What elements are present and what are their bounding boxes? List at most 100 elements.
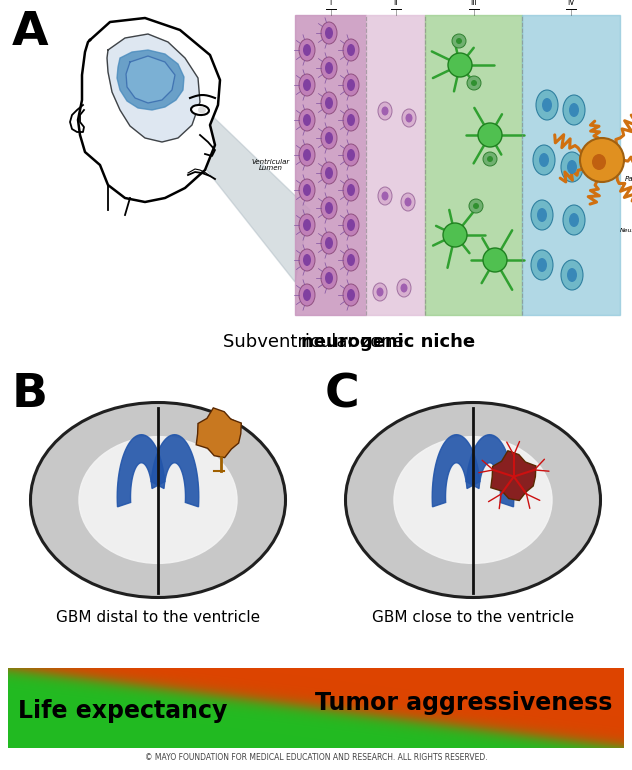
Polygon shape [175, 80, 310, 282]
Ellipse shape [321, 92, 337, 114]
Circle shape [487, 156, 493, 162]
Ellipse shape [567, 160, 577, 174]
Text: Life expectancy: Life expectancy [18, 699, 228, 723]
Ellipse shape [299, 109, 315, 131]
Circle shape [580, 138, 624, 182]
Ellipse shape [346, 403, 600, 598]
Ellipse shape [343, 109, 359, 131]
Polygon shape [466, 435, 514, 507]
Ellipse shape [325, 97, 333, 109]
Ellipse shape [343, 214, 359, 236]
Ellipse shape [43, 412, 273, 588]
Polygon shape [117, 435, 165, 507]
Ellipse shape [343, 39, 359, 61]
Text: Subventricular zone: Subventricular zone [223, 333, 409, 351]
Text: C: C [325, 372, 360, 417]
Ellipse shape [422, 461, 524, 539]
Ellipse shape [343, 144, 359, 166]
Circle shape [478, 123, 502, 147]
Text: neurogenic niche: neurogenic niche [301, 333, 475, 351]
Ellipse shape [347, 254, 355, 266]
Text: A: A [12, 10, 49, 55]
Ellipse shape [347, 219, 355, 231]
Text: Neuron: Neuron [620, 227, 632, 233]
Polygon shape [295, 15, 366, 315]
Ellipse shape [382, 192, 389, 200]
Text: Tumor aggressiveness: Tumor aggressiveness [315, 691, 612, 715]
Ellipse shape [299, 179, 315, 201]
Ellipse shape [561, 152, 583, 182]
Ellipse shape [378, 187, 392, 205]
Circle shape [473, 203, 479, 209]
Ellipse shape [325, 202, 333, 214]
Ellipse shape [401, 193, 415, 211]
Ellipse shape [325, 237, 333, 249]
Ellipse shape [533, 145, 555, 175]
Ellipse shape [325, 272, 333, 284]
Text: II: II [393, 0, 398, 7]
Ellipse shape [303, 254, 311, 266]
Polygon shape [151, 435, 199, 507]
Text: IV: IV [568, 0, 574, 7]
Ellipse shape [531, 200, 553, 230]
Ellipse shape [321, 197, 337, 219]
Ellipse shape [299, 249, 315, 271]
Ellipse shape [347, 289, 355, 301]
Ellipse shape [321, 162, 337, 184]
Circle shape [448, 53, 472, 77]
Ellipse shape [536, 90, 558, 120]
Ellipse shape [396, 441, 549, 558]
Ellipse shape [537, 208, 547, 222]
Ellipse shape [347, 79, 355, 91]
Ellipse shape [107, 461, 209, 539]
Polygon shape [107, 34, 200, 142]
Text: GBM close to the ventricle: GBM close to the ventricle [372, 610, 574, 624]
Ellipse shape [406, 113, 413, 122]
Circle shape [456, 38, 462, 44]
Polygon shape [522, 15, 620, 315]
Ellipse shape [563, 95, 585, 125]
Ellipse shape [303, 219, 311, 231]
Ellipse shape [299, 39, 315, 61]
Ellipse shape [435, 470, 511, 529]
Ellipse shape [321, 127, 337, 149]
Text: III: III [470, 0, 477, 7]
Ellipse shape [321, 232, 337, 254]
Ellipse shape [69, 432, 247, 568]
Polygon shape [117, 50, 184, 110]
Text: Brain
Parenchyma: Brain Parenchyma [625, 169, 632, 182]
Ellipse shape [321, 22, 337, 44]
Ellipse shape [561, 260, 583, 290]
Ellipse shape [404, 197, 411, 206]
Ellipse shape [567, 268, 577, 282]
Ellipse shape [402, 109, 416, 127]
Ellipse shape [347, 149, 355, 161]
Ellipse shape [325, 27, 333, 39]
Ellipse shape [321, 57, 337, 79]
Ellipse shape [343, 179, 359, 201]
Polygon shape [126, 56, 175, 103]
Polygon shape [78, 18, 220, 202]
Ellipse shape [303, 44, 311, 56]
Ellipse shape [299, 74, 315, 96]
Polygon shape [425, 15, 522, 315]
Ellipse shape [303, 149, 311, 161]
Ellipse shape [358, 412, 588, 588]
Ellipse shape [56, 422, 260, 578]
Ellipse shape [198, 106, 206, 113]
Polygon shape [432, 435, 480, 507]
Circle shape [471, 80, 477, 86]
Ellipse shape [303, 114, 311, 126]
Ellipse shape [531, 250, 553, 280]
Ellipse shape [371, 422, 575, 578]
Ellipse shape [30, 403, 286, 598]
Polygon shape [366, 15, 425, 315]
Ellipse shape [303, 289, 311, 301]
Ellipse shape [373, 283, 387, 301]
Text: GBM distal to the ventricle: GBM distal to the ventricle [56, 610, 260, 624]
Ellipse shape [347, 114, 355, 126]
Text: © MAYO FOUNDATION FOR MEDICAL EDUCATION AND RESEARCH. ALL RIGHTS RESERVED.: © MAYO FOUNDATION FOR MEDICAL EDUCATION … [145, 754, 487, 762]
Circle shape [467, 76, 481, 90]
Ellipse shape [325, 132, 333, 144]
Ellipse shape [377, 287, 384, 296]
